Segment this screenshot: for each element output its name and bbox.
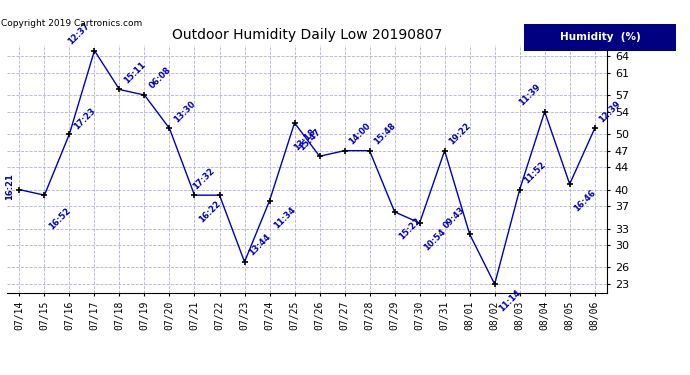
Text: 16:52: 16:52 <box>47 206 72 232</box>
Text: 17:32: 17:32 <box>192 166 217 191</box>
Text: 06:08: 06:08 <box>147 66 172 91</box>
Text: 15:47: 15:47 <box>297 127 323 152</box>
Text: 12:37: 12:37 <box>66 21 92 46</box>
Text: 11:52: 11:52 <box>522 160 548 186</box>
Title: Outdoor Humidity Daily Low 20190807: Outdoor Humidity Daily Low 20190807 <box>172 28 442 42</box>
Text: 16:21: 16:21 <box>5 173 14 200</box>
Text: 09:43: 09:43 <box>442 205 467 230</box>
Text: 11:34: 11:34 <box>273 205 297 230</box>
Text: 13:30: 13:30 <box>172 99 197 124</box>
Text: Copyright 2019 Cartronics.com: Copyright 2019 Cartronics.com <box>1 19 142 28</box>
Text: 13:18: 13:18 <box>292 127 317 152</box>
Text: 11:14: 11:14 <box>497 288 523 314</box>
Text: 15:11: 15:11 <box>122 60 148 86</box>
Text: 19:22: 19:22 <box>447 121 473 147</box>
Text: 16:46: 16:46 <box>573 188 598 214</box>
Text: 16:22: 16:22 <box>197 200 223 225</box>
Text: 15:22: 15:22 <box>397 216 423 242</box>
Text: 12:39: 12:39 <box>598 99 622 124</box>
Text: 15:48: 15:48 <box>373 121 397 147</box>
Text: 10:54: 10:54 <box>422 227 448 252</box>
Text: 11:39: 11:39 <box>517 82 542 108</box>
Text: Humidity  (%): Humidity (%) <box>560 33 641 42</box>
Text: 13:44: 13:44 <box>247 232 273 258</box>
Text: 17:23: 17:23 <box>72 106 97 131</box>
Text: 14:00: 14:00 <box>347 122 373 147</box>
